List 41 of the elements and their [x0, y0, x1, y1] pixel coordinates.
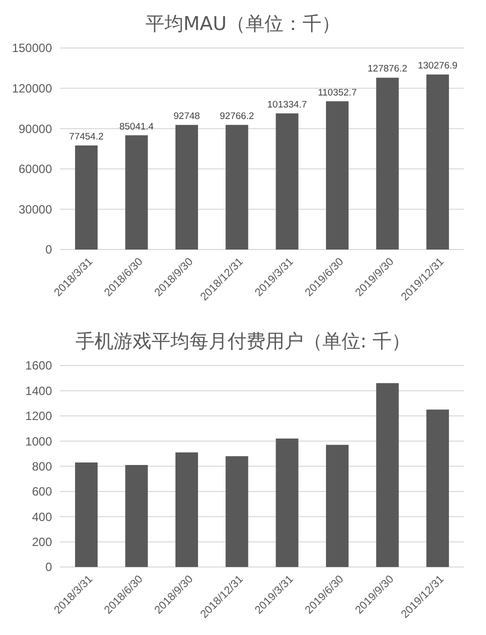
y-tick-label: 1000 [25, 434, 52, 448]
bar [426, 410, 449, 567]
y-tick-label: 600 [32, 484, 52, 499]
chart-title: 手机游戏平均每月付费用户（单位: 千） [75, 330, 411, 352]
data-label: 85041.4 [119, 121, 154, 132]
bar [125, 135, 148, 250]
bar [75, 462, 98, 567]
data-label: 77454.2 [69, 131, 104, 142]
data-label: 92748 [174, 110, 200, 122]
bar [426, 74, 449, 250]
y-tick-label: 1200 [25, 409, 52, 424]
y-tick-label: 0 [45, 242, 52, 257]
bar [326, 101, 349, 250]
data-label: 92766.2 [220, 110, 254, 122]
y-tick-label: 800 [32, 459, 52, 474]
bar [276, 113, 298, 250]
y-tick-label: 1600 [25, 358, 52, 373]
bar [226, 124, 248, 250]
bar [75, 145, 98, 250]
y-tick-label: 0 [45, 560, 52, 574]
bar [326, 444, 349, 567]
y-tick-label: 150000 [12, 41, 52, 56]
data-label: 130276.9 [418, 60, 458, 72]
data-label: 101334.7 [267, 99, 307, 110]
bar [376, 78, 399, 250]
y-tick-label: 1400 [25, 384, 52, 398]
bar [226, 456, 248, 567]
y-tick-label: 120000 [12, 82, 52, 96]
bar [376, 383, 399, 567]
chart-title: 平均MAU（单位：千） [145, 13, 341, 35]
y-tick-label: 90000 [18, 122, 52, 136]
bar [175, 124, 198, 250]
bar [125, 464, 148, 567]
y-tick-label: 200 [32, 535, 52, 550]
y-tick-label: 30000 [18, 202, 52, 216]
data-label: 127876.2 [368, 64, 408, 75]
bar [175, 452, 198, 567]
bar [276, 438, 298, 567]
y-tick-label: 400 [32, 510, 52, 524]
y-tick-label: 60000 [18, 162, 52, 176]
data-label: 110352.7 [318, 87, 357, 98]
